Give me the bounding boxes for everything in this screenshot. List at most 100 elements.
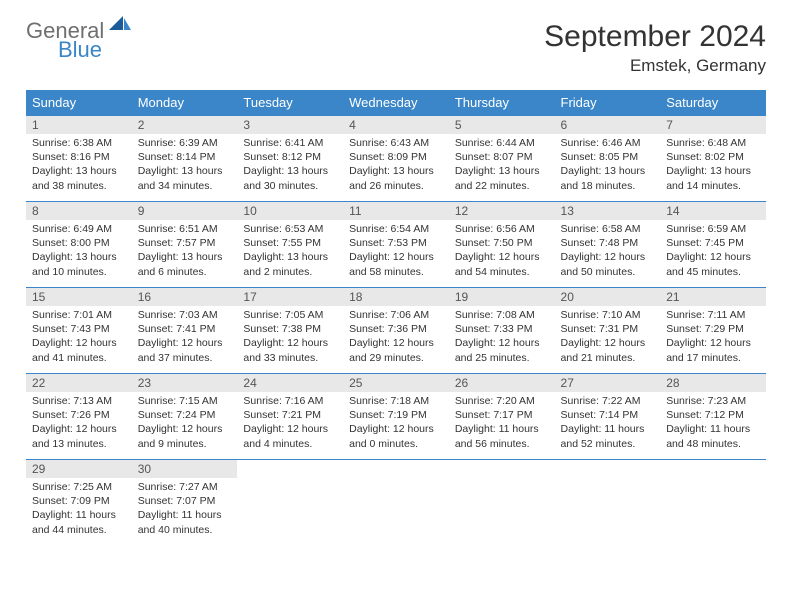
day-line-d2: and 44 minutes.: [32, 523, 126, 537]
calendar-day-cell: 15Sunrise: 7:01 AMSunset: 7:43 PMDayligh…: [26, 288, 132, 374]
day-line-d1: Daylight: 13 hours: [666, 164, 760, 178]
day-line-sr: Sunrise: 6:56 AM: [455, 222, 549, 236]
calendar-week-row: 29Sunrise: 7:25 AMSunset: 7:09 PMDayligh…: [26, 460, 766, 546]
day-details: Sunrise: 7:18 AMSunset: 7:19 PMDaylight:…: [343, 392, 449, 455]
calendar-day-cell: 4Sunrise: 6:43 AMSunset: 8:09 PMDaylight…: [343, 116, 449, 202]
day-line-d2: and 50 minutes.: [561, 265, 655, 279]
calendar-day-cell: 29Sunrise: 7:25 AMSunset: 7:09 PMDayligh…: [26, 460, 132, 546]
day-line-d1: Daylight: 12 hours: [32, 336, 126, 350]
weekday-monday: Monday: [132, 90, 238, 116]
day-line-ss: Sunset: 7:57 PM: [138, 236, 232, 250]
day-line-d2: and 6 minutes.: [138, 265, 232, 279]
day-line-d2: and 37 minutes.: [138, 351, 232, 365]
day-line-ss: Sunset: 8:05 PM: [561, 150, 655, 164]
day-details: Sunrise: 6:53 AMSunset: 7:55 PMDaylight:…: [237, 220, 343, 283]
day-line-d1: Daylight: 12 hours: [561, 336, 655, 350]
day-line-d2: and 41 minutes.: [32, 351, 126, 365]
day-line-d1: Daylight: 12 hours: [32, 422, 126, 436]
day-line-d1: Daylight: 11 hours: [455, 422, 549, 436]
calendar-day-cell: 25Sunrise: 7:18 AMSunset: 7:19 PMDayligh…: [343, 374, 449, 460]
day-line-sr: Sunrise: 6:49 AM: [32, 222, 126, 236]
day-line-sr: Sunrise: 6:48 AM: [666, 136, 760, 150]
calendar-week-row: 8Sunrise: 6:49 AMSunset: 8:00 PMDaylight…: [26, 202, 766, 288]
calendar-day-cell: 10Sunrise: 6:53 AMSunset: 7:55 PMDayligh…: [237, 202, 343, 288]
day-line-sr: Sunrise: 7:15 AM: [138, 394, 232, 408]
day-line-d1: Daylight: 11 hours: [561, 422, 655, 436]
day-line-ss: Sunset: 7:29 PM: [666, 322, 760, 336]
day-line-d2: and 26 minutes.: [349, 179, 443, 193]
day-line-d1: Daylight: 12 hours: [138, 336, 232, 350]
day-line-sr: Sunrise: 6:59 AM: [666, 222, 760, 236]
weekday-saturday: Saturday: [660, 90, 766, 116]
calendar-day-cell: 12Sunrise: 6:56 AMSunset: 7:50 PMDayligh…: [449, 202, 555, 288]
day-line-ss: Sunset: 7:33 PM: [455, 322, 549, 336]
weekday-thursday: Thursday: [449, 90, 555, 116]
calendar-week-row: 15Sunrise: 7:01 AMSunset: 7:43 PMDayligh…: [26, 288, 766, 374]
calendar-day-cell: 20Sunrise: 7:10 AMSunset: 7:31 PMDayligh…: [555, 288, 661, 374]
day-line-d2: and 14 minutes.: [666, 179, 760, 193]
day-details: Sunrise: 6:38 AMSunset: 8:16 PMDaylight:…: [26, 134, 132, 197]
day-line-ss: Sunset: 8:12 PM: [243, 150, 337, 164]
day-line-d2: and 10 minutes.: [32, 265, 126, 279]
day-line-sr: Sunrise: 6:38 AM: [32, 136, 126, 150]
day-details: Sunrise: 6:43 AMSunset: 8:09 PMDaylight:…: [343, 134, 449, 197]
day-details: Sunrise: 7:20 AMSunset: 7:17 PMDaylight:…: [449, 392, 555, 455]
day-line-d2: and 54 minutes.: [455, 265, 549, 279]
day-line-d1: Daylight: 12 hours: [561, 250, 655, 264]
header: General Blue September 2024 Emstek, Germ…: [26, 20, 766, 76]
day-line-sr: Sunrise: 6:41 AM: [243, 136, 337, 150]
day-details: Sunrise: 7:27 AMSunset: 7:07 PMDaylight:…: [132, 478, 238, 541]
day-details: Sunrise: 7:10 AMSunset: 7:31 PMDaylight:…: [555, 306, 661, 369]
day-line-sr: Sunrise: 7:20 AM: [455, 394, 549, 408]
calendar-table: Sunday Monday Tuesday Wednesday Thursday…: [26, 90, 766, 546]
day-line-d1: Daylight: 12 hours: [666, 250, 760, 264]
day-number: 16: [132, 288, 238, 306]
day-details: Sunrise: 6:54 AMSunset: 7:53 PMDaylight:…: [343, 220, 449, 283]
day-line-d1: Daylight: 13 hours: [349, 164, 443, 178]
day-line-sr: Sunrise: 7:27 AM: [138, 480, 232, 494]
day-line-ss: Sunset: 7:31 PM: [561, 322, 655, 336]
day-number: 1: [26, 116, 132, 134]
day-line-d2: and 30 minutes.: [243, 179, 337, 193]
day-line-d1: Daylight: 13 hours: [243, 250, 337, 264]
day-details: Sunrise: 6:48 AMSunset: 8:02 PMDaylight:…: [660, 134, 766, 197]
day-line-sr: Sunrise: 6:39 AM: [138, 136, 232, 150]
day-details: Sunrise: 7:23 AMSunset: 7:12 PMDaylight:…: [660, 392, 766, 455]
day-line-ss: Sunset: 8:00 PM: [32, 236, 126, 250]
calendar-day-cell: 24Sunrise: 7:16 AMSunset: 7:21 PMDayligh…: [237, 374, 343, 460]
day-number: 26: [449, 374, 555, 392]
day-number: 24: [237, 374, 343, 392]
day-line-d1: Daylight: 12 hours: [455, 250, 549, 264]
day-line-sr: Sunrise: 7:08 AM: [455, 308, 549, 322]
day-line-sr: Sunrise: 6:44 AM: [455, 136, 549, 150]
day-number: 28: [660, 374, 766, 392]
day-line-sr: Sunrise: 6:51 AM: [138, 222, 232, 236]
day-details: Sunrise: 7:15 AMSunset: 7:24 PMDaylight:…: [132, 392, 238, 455]
day-details: Sunrise: 6:44 AMSunset: 8:07 PMDaylight:…: [449, 134, 555, 197]
day-line-d1: Daylight: 11 hours: [32, 508, 126, 522]
calendar-day-cell: ..: [237, 460, 343, 546]
day-line-d1: Daylight: 12 hours: [243, 422, 337, 436]
day-number: 19: [449, 288, 555, 306]
calendar-day-cell: 14Sunrise: 6:59 AMSunset: 7:45 PMDayligh…: [660, 202, 766, 288]
day-line-sr: Sunrise: 7:22 AM: [561, 394, 655, 408]
day-number: 30: [132, 460, 238, 478]
weekday-tuesday: Tuesday: [237, 90, 343, 116]
day-number: 20: [555, 288, 661, 306]
day-details: Sunrise: 6:41 AMSunset: 8:12 PMDaylight:…: [237, 134, 343, 197]
location: Emstek, Germany: [544, 56, 766, 76]
day-line-d2: and 17 minutes.: [666, 351, 760, 365]
day-line-sr: Sunrise: 7:06 AM: [349, 308, 443, 322]
day-line-d2: and 21 minutes.: [561, 351, 655, 365]
day-line-sr: Sunrise: 7:23 AM: [666, 394, 760, 408]
day-line-d2: and 25 minutes.: [455, 351, 549, 365]
day-line-d2: and 38 minutes.: [32, 179, 126, 193]
day-details: Sunrise: 6:58 AMSunset: 7:48 PMDaylight:…: [555, 220, 661, 283]
day-line-sr: Sunrise: 6:43 AM: [349, 136, 443, 150]
day-line-d1: Daylight: 12 hours: [455, 336, 549, 350]
day-line-ss: Sunset: 7:17 PM: [455, 408, 549, 422]
day-line-d1: Daylight: 12 hours: [349, 422, 443, 436]
day-line-sr: Sunrise: 6:58 AM: [561, 222, 655, 236]
day-line-ss: Sunset: 7:53 PM: [349, 236, 443, 250]
day-line-ss: Sunset: 7:48 PM: [561, 236, 655, 250]
